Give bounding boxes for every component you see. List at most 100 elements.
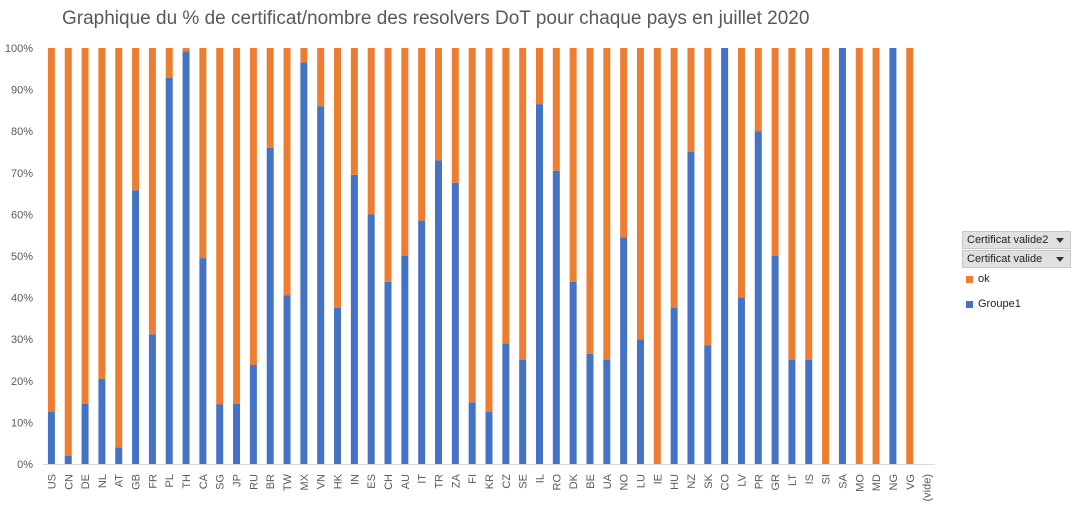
x-tick-label: US	[46, 474, 58, 489]
x-axis: US CN DE NL AT GB FR PL TH CA SG JP RU BR TW MX VN HK IN ES…	[43, 464, 935, 502]
bar-groupe1-dk	[569, 281, 577, 464]
x-tick-label: CN	[63, 474, 75, 490]
bar-ok-lu	[636, 48, 644, 340]
bar-ok-ru	[249, 48, 257, 365]
bars	[47, 48, 914, 465]
chevron-down-icon[interactable]	[1056, 238, 1064, 243]
x-tick-label: (vide)	[922, 474, 934, 502]
bar-groupe1-vn	[317, 106, 325, 465]
bar-groupe1-be	[586, 353, 594, 464]
x-tick-label: FR	[147, 474, 159, 489]
x-tick-label: GB	[131, 474, 143, 490]
bar-groupe1-au	[401, 256, 409, 464]
bar-ok-ro	[552, 48, 560, 171]
bar-groupe1-is	[805, 360, 813, 464]
x-tick-label: BR	[265, 474, 277, 489]
x-tick-label: LT	[787, 474, 799, 486]
bar-ok-us	[47, 48, 55, 412]
bar-groupe1-mx	[300, 62, 308, 465]
bar-ok-fi	[468, 48, 476, 403]
x-tick-label: MD	[871, 474, 883, 491]
bar-ok-md	[872, 48, 880, 464]
x-tick-label: VG	[905, 474, 917, 490]
x-tick-label: AT	[114, 474, 126, 488]
bar-groupe1-ng	[889, 48, 897, 464]
bar-ok-dk	[569, 48, 577, 282]
x-tick-label: MO	[854, 474, 866, 492]
bar-ok-tw	[283, 48, 291, 296]
bar-groupe1-ru	[249, 364, 257, 464]
bar-groupe1-es	[367, 214, 375, 464]
y-tick-label: 70%	[11, 168, 33, 180]
bar-groupe1-pl	[165, 77, 173, 464]
x-tick-label: SG	[215, 474, 227, 490]
x-tick-label: NZ	[686, 474, 698, 489]
x-tick-label: IN	[349, 474, 361, 485]
x-tick-label: IL	[534, 474, 546, 483]
bar-groupe1-ca	[199, 258, 207, 464]
bar-groupe1-hu	[670, 308, 678, 464]
bar-ok-sg	[216, 48, 224, 405]
bar-ok-be	[586, 48, 594, 354]
x-tick-label: SA	[837, 473, 849, 488]
bar-ok-is	[805, 48, 813, 360]
bar-groupe1-ua	[603, 360, 611, 464]
legend-swatch	[966, 300, 973, 308]
bar-groupe1-fr	[148, 334, 156, 464]
x-tick-label: RU	[248, 474, 260, 490]
bar-ok-pl	[165, 48, 173, 78]
bar-ok-it	[418, 48, 426, 221]
bar-ok-cn	[64, 48, 72, 456]
chart-title: Graphique du % de certificat/nombre des …	[62, 8, 810, 29]
bar-groupe1-cz	[502, 343, 510, 464]
y-tick-label: 10%	[11, 417, 33, 429]
bar-groupe1-gr	[771, 256, 779, 464]
bar-ok-cz	[502, 48, 510, 344]
bar-ok-fr	[148, 48, 156, 335]
bar-ok-za	[451, 48, 459, 183]
bar-groupe1-tw	[283, 295, 291, 464]
legend-item-groupe1: Groupe1	[966, 298, 1021, 310]
x-tick-label: GR	[770, 474, 782, 491]
x-tick-label: SI	[821, 474, 833, 484]
bar-groupe1-tr	[435, 160, 443, 464]
x-tick-label: IT	[417, 474, 429, 484]
bar-groupe1-gb	[132, 190, 140, 464]
x-tick-label: TR	[434, 474, 446, 489]
x-tick-label: NO	[619, 474, 631, 491]
bar-groupe1-kr	[485, 412, 493, 464]
bar-groupe1-sk	[704, 345, 712, 464]
x-tick-label: CA	[198, 473, 210, 489]
bar-groupe1-br	[266, 147, 274, 464]
filter-dropdown-certificat-valide[interactable]: Certificat valide	[962, 250, 1071, 268]
y-tick-label: 90%	[11, 85, 33, 97]
bar-ok-lt	[788, 48, 796, 360]
x-tick-label: TW	[282, 473, 294, 491]
bar-ok-se	[519, 48, 527, 360]
filter-label: Certificat valide	[967, 253, 1043, 265]
bar-groupe1-za	[451, 182, 459, 464]
x-tick-label: IS	[804, 474, 816, 484]
x-tick-label: DE	[80, 474, 92, 489]
bar-groupe1-de	[81, 403, 89, 464]
bar-groupe1-sa	[838, 48, 846, 464]
bar-ok-es	[367, 48, 375, 215]
x-tick-label: AU	[400, 474, 412, 489]
bar-ok-jp	[233, 48, 241, 404]
x-tick-label: PR	[753, 474, 765, 489]
x-tick-label: LV	[736, 473, 748, 486]
bar-groupe1-nl	[98, 378, 106, 464]
x-tick-label: ZA	[450, 473, 462, 488]
filter-dropdown-certificat-valide2[interactable]: Certificat valide2	[962, 231, 1071, 249]
chevron-down-icon[interactable]	[1056, 257, 1064, 262]
bar-ok-sk	[704, 48, 712, 346]
bar-groupe1-at	[115, 447, 123, 464]
x-tick-label: FI	[467, 474, 479, 484]
x-tick-label: ES	[366, 474, 378, 489]
x-tick-label: TH	[181, 474, 193, 489]
bar-groupe1-ch	[384, 281, 392, 464]
bar-ok-hu	[670, 48, 678, 308]
bar-groupe1-no	[620, 237, 628, 464]
bar-ok-ua	[603, 48, 611, 360]
